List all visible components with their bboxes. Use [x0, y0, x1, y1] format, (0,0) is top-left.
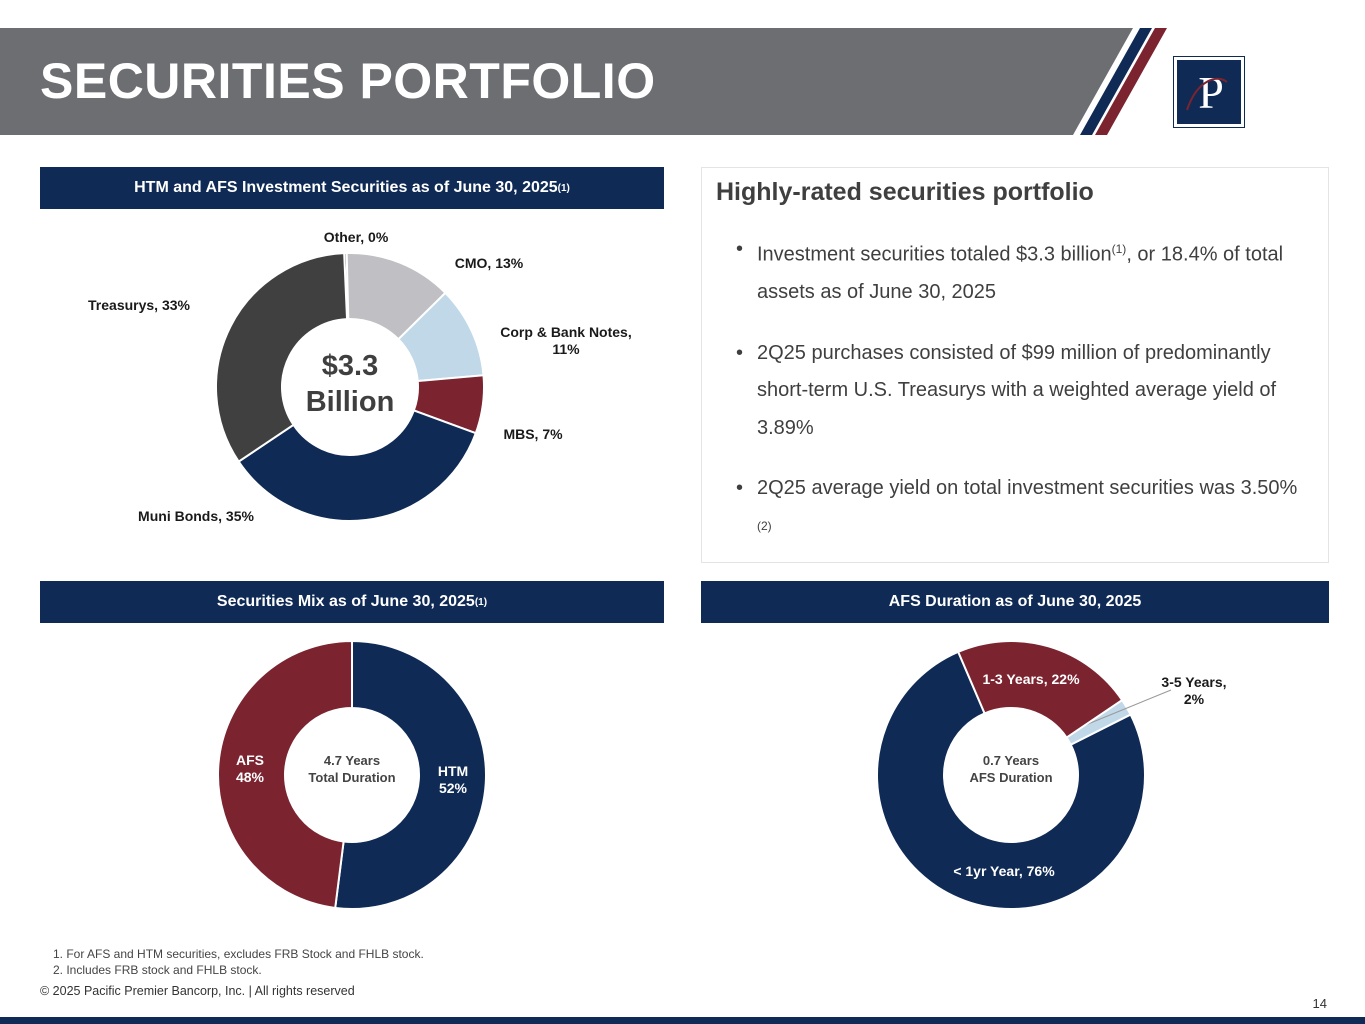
slice-1-3-years	[956, 640, 1124, 739]
donut-center-label: 4.7 Years Total Duration	[308, 753, 395, 785]
panel-header-text: HTM and AFS Investment Securities as of …	[134, 179, 558, 196]
slice-label-muni-bonds: Muni Bonds, 35%	[138, 508, 254, 524]
donut-center-label: $3.3 Billion	[306, 350, 395, 418]
banner-shape	[0, 28, 1167, 135]
slice-htm	[334, 639, 487, 910]
footnote-2: 2. Includes FRB stock and FHLB stock.	[53, 963, 262, 977]
page-number: 14	[1312, 996, 1327, 1011]
highlights-list: Investment securities totaled $3.3 billi…	[736, 231, 1306, 574]
slice-afs	[217, 639, 353, 910]
slice-label-htm: HTM 52%	[438, 763, 468, 796]
slice-label-1yr-year: < 1yr Year, 76%	[953, 863, 1055, 879]
slice-muni-bonds	[237, 409, 478, 522]
title-banner	[0, 28, 1365, 135]
bottom-bar	[0, 1017, 1365, 1024]
slice-label-other: Other, 0%	[324, 229, 389, 245]
svg-text:P: P	[1198, 67, 1224, 118]
highlight-text: Investment securities totaled $3.3 billi…	[757, 243, 1112, 266]
footnote-1: 1. For AFS and HTM securities, excludes …	[53, 947, 424, 961]
highlights-box: Highly-rated securities portfolio Invest…	[701, 167, 1329, 563]
slice-label-1-3-years: 1-3 Years, 22%	[982, 671, 1080, 687]
slice-label-3-5-years: 3-5 Years, 2%	[1161, 674, 1226, 707]
highlight-item: 2Q25 purchases consisted of $99 million …	[736, 335, 1306, 448]
slice-label-cmo: CMO, 13%	[455, 255, 524, 271]
investment-securities-donut-chart: Other, 0% CMO, 13% Corp & Bank Notes, 11% MB…	[88, 229, 632, 524]
footnote-ref: (2)	[757, 518, 772, 533]
securities-mix-donut-chart: HTM 52% AFS 48% 4.7 Years Total Duration	[217, 639, 487, 910]
highlight-item: Investment securities totaled $3.3 billi…	[736, 231, 1306, 312]
highlight-item: 2Q25 average yield on total investment s…	[736, 470, 1306, 551]
afs-duration-donut-chart: 3-5 Years, 2% < 1yr Year, 76% 1-3 Years, 22…	[876, 640, 1227, 910]
panel-header-text: AFS Duration as of June 30, 2025	[888, 593, 1142, 610]
company-logo: P	[1173, 56, 1245, 128]
panel-header-text: Securities Mix as of June 30, 2025	[216, 593, 475, 610]
highlight-text: 2Q25 purchases consisted of $99 million …	[757, 341, 1277, 439]
footnote-ref: (1)	[1111, 242, 1127, 256]
panel-header-afs-duration: AFS Duration as of June 30, 2025	[701, 581, 1329, 623]
page-title: SECURITIES PORTFOLIO	[40, 53, 656, 109]
slice-label-corp-bank-notes: Corp & Bank Notes, 11%	[500, 324, 631, 357]
copyright: © 2025 Pacific Premier Bancorp, Inc. | A…	[40, 984, 355, 998]
header-footnote-ref: (1)	[474, 596, 488, 608]
logo-mark-icon: P	[1186, 67, 1228, 118]
slice-label-treasurys: Treasurys, 33%	[88, 297, 191, 313]
panel-header-securities-mix: Securities Mix as of June 30, 2025 (1)	[40, 581, 664, 623]
slice-label-afs: AFS 48%	[236, 752, 265, 785]
donut-center-label: 0.7 Years AFS Duration	[969, 753, 1052, 785]
slice-treasurys	[215, 252, 349, 463]
slice-1yr-year	[876, 650, 1146, 910]
header-footnote-ref: (1)	[557, 182, 570, 194]
highlight-text: 2Q25 average yield on total investment s…	[757, 477, 1298, 500]
slice-label-mbs: MBS, 7%	[503, 426, 563, 442]
highlights-heading: Highly-rated securities portfolio	[716, 178, 1094, 206]
highlight-text: , or 18.4% of total assets as of June 30…	[757, 243, 1284, 304]
panel-header-investment-securities: HTM and AFS Investment Securities as of …	[40, 167, 664, 209]
